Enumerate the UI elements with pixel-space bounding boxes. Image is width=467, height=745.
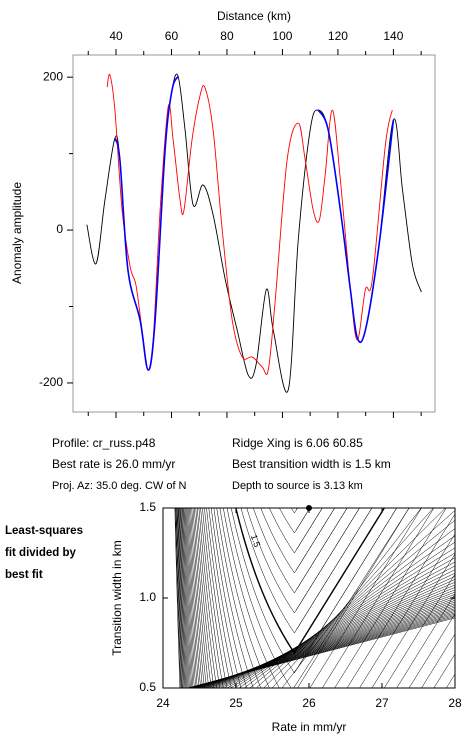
contour-line	[187, 508, 455, 688]
contour-group	[174, 508, 455, 688]
contour-line	[180, 508, 455, 688]
contour-line	[188, 508, 455, 688]
contour-line	[175, 508, 455, 688]
contour-line	[177, 508, 455, 688]
contour-line	[210, 508, 455, 688]
y-tick-label: -200	[39, 375, 63, 389]
contour-line	[230, 508, 397, 674]
contour-line	[186, 508, 455, 688]
side-label: best fit	[5, 569, 43, 581]
contour-line	[179, 508, 455, 688]
x-tick-label: 25	[229, 696, 243, 710]
contour-line	[175, 508, 455, 688]
contour-line	[200, 508, 455, 688]
contour-line	[279, 508, 311, 534]
contour-line	[192, 508, 455, 688]
contour-line	[253, 508, 348, 594]
contour-line	[216, 508, 447, 688]
contour-line	[177, 508, 455, 688]
y-tick-label: 200	[43, 69, 63, 83]
contour-line	[184, 508, 455, 688]
x-tick-label: 26	[302, 696, 316, 710]
data-line	[106, 73, 393, 375]
contour-line	[176, 508, 455, 688]
contour-line	[202, 508, 455, 688]
contour-line	[181, 508, 455, 688]
contour-line	[195, 508, 455, 688]
top-frame	[72, 54, 436, 413]
contour-line	[174, 508, 455, 688]
x-tick-label: 24	[156, 696, 170, 710]
y-tick-label: 0	[56, 222, 63, 236]
y-axis-label: Anomaly amplitude	[10, 182, 24, 284]
contour-line	[260, 508, 335, 574]
contour-line	[191, 508, 455, 688]
info-text: Ridge Xing is 6.06 60.85	[232, 436, 363, 450]
side-label: fit divided by	[5, 547, 77, 559]
contour-label: 1.5	[249, 533, 263, 548]
y-tick-label: 1.0	[139, 590, 156, 604]
data-line	[86, 73, 422, 393]
info-text: Proj. Az: 35.0 deg. CW of N	[52, 480, 187, 492]
contour-line	[223, 508, 422, 688]
contour-line	[240, 508, 373, 634]
x-tick-label: 27	[375, 696, 389, 710]
bottom-frame	[162, 507, 456, 689]
y-tick-label: 0.5	[139, 680, 156, 694]
best-fit-point	[306, 505, 312, 511]
x-tick-label: 28	[448, 696, 462, 710]
info-text: Best transition width is 1.5 km	[232, 457, 391, 471]
data-line	[317, 109, 395, 344]
contour-line	[181, 508, 455, 688]
contour-line	[269, 508, 323, 554]
contour-line	[185, 508, 455, 688]
contour-line	[290, 508, 298, 514]
contour-line	[179, 508, 455, 688]
x-tick-label: 40	[109, 29, 123, 43]
info-text: Profile: cr_russ.p48	[52, 436, 156, 450]
x-axis-label: Distance (km)	[217, 9, 291, 23]
contour-line	[246, 508, 360, 614]
x-axis-label: Rate in mm/yr	[272, 720, 347, 734]
contour-line	[206, 508, 455, 688]
x-tick-label: 100	[272, 29, 292, 43]
info-text: Depth to source is 3.13 km	[232, 480, 363, 492]
contour-line	[182, 508, 455, 688]
x-tick-label: 140	[383, 29, 403, 43]
y-axis-label: Transition width in km	[110, 540, 124, 656]
x-tick-label: 120	[328, 29, 348, 43]
contour-line	[198, 508, 455, 688]
x-tick-label: 60	[165, 29, 179, 43]
contour-line	[197, 508, 455, 688]
side-label: Least-squares	[5, 525, 83, 537]
contour-line	[178, 508, 455, 688]
y-tick-label: 1.5	[139, 500, 156, 514]
contour-line	[176, 508, 455, 688]
contour-line	[194, 508, 455, 688]
contour-line	[189, 508, 455, 688]
data-line	[114, 75, 179, 371]
info-text: Best rate is 26.0 mm/yr	[52, 457, 175, 471]
contour-line	[204, 508, 455, 688]
contour-line	[190, 508, 455, 688]
x-tick-label: 80	[220, 29, 234, 43]
